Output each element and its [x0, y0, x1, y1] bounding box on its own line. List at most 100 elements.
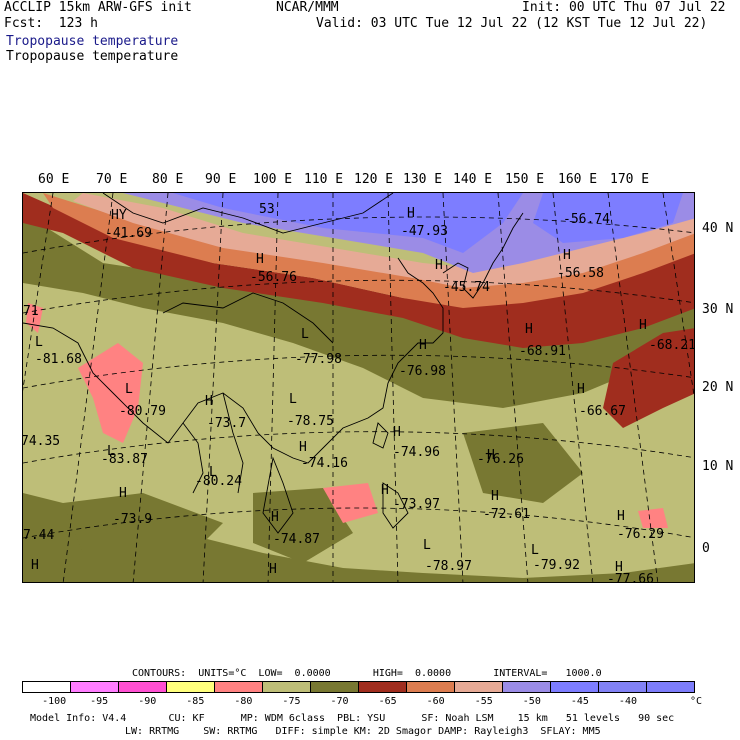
- lat-line-50: [23, 216, 694, 254]
- legend-tick-label: -85: [186, 696, 205, 707]
- pressure-center-label: H: [577, 382, 585, 397]
- field-blue-core: [173, 193, 523, 253]
- temperature-value-label: -66.67: [579, 404, 626, 419]
- valid-time: Valid: 03 UTC Tue 12 Jul 22 (12 KST Tue …: [316, 16, 708, 31]
- legend-unit: °C: [690, 696, 703, 707]
- legend-swatch: [503, 682, 551, 692]
- temperature-value-label: -83.87: [101, 452, 148, 467]
- temperature-value-label: -76.29: [617, 527, 664, 542]
- pressure-center-label: H: [299, 440, 307, 455]
- pressure-center-label: H: [119, 486, 127, 501]
- legend-tick-label: -75: [282, 696, 301, 707]
- temperature-value-label: -45.74: [443, 280, 490, 295]
- legend-swatch: [455, 682, 503, 692]
- field-title-black: Tropopause temperature: [6, 49, 179, 64]
- pressure-center-label: L: [107, 444, 115, 459]
- pressure-center-label: L: [423, 538, 431, 553]
- legend-swatch: [599, 682, 647, 692]
- legend-tick-label: -40: [618, 696, 637, 707]
- pressure-center-label: H: [269, 562, 277, 577]
- legend-swatch: [71, 682, 119, 692]
- temperature-value-label: -77.98: [295, 352, 342, 367]
- temperature-value-label: -68.21: [649, 338, 695, 353]
- field-red-patch: [603, 328, 694, 428]
- temperature-value-label: -68.91: [519, 344, 566, 359]
- temperature-value-label: -56.76: [250, 270, 297, 285]
- physics-info: LW: RRTMG SW: RRTMG DIFF: simple KM: 2D …: [125, 726, 601, 737]
- init-time: Init: 00 UTC Thu 07 Jul 22: [522, 0, 726, 15]
- temperature-value-label: -74.96: [393, 445, 440, 460]
- graticule: [23, 193, 694, 582]
- pressure-center-label: H: [256, 252, 264, 267]
- pressure-center-label: H: [525, 322, 533, 337]
- field-title-blue: Tropopause temperature: [6, 34, 179, 49]
- temperature-value-label: -77.66: [607, 572, 654, 583]
- lat-label: 20 N: [702, 380, 734, 395]
- pressure-center-label: H: [31, 558, 39, 573]
- legend-swatch: [119, 682, 167, 692]
- temperature-value-label: -79.92: [533, 558, 580, 573]
- lat-line-20: [23, 431, 694, 464]
- temperature-value-label: -41.69: [105, 226, 152, 241]
- pressure-center-label: H: [617, 509, 625, 524]
- color-legend: [22, 681, 695, 693]
- model-title: ACCLIP 15km ARW-GFS init: [4, 0, 192, 15]
- temperature-value-label: 74.35: [23, 434, 60, 449]
- pressure-center-label: L: [301, 327, 309, 342]
- pressure-center-label: H: [407, 206, 415, 221]
- pressure-center-label: H: [435, 258, 443, 273]
- lon-label: 170 E: [610, 172, 650, 187]
- temperature-value-label: -72.61: [483, 507, 530, 522]
- temperature-value-label: -78.75: [287, 414, 334, 429]
- lon-label: 120 E: [354, 172, 394, 187]
- legend-swatch: [647, 682, 694, 692]
- legend-tick-label: -70: [330, 696, 349, 707]
- pressure-center-label: H: [205, 394, 213, 409]
- legend-tick-label: -95: [90, 696, 109, 707]
- legend-swatch: [263, 682, 311, 692]
- field-blue-core: [533, 193, 683, 243]
- temperature-value-label: -74.87: [273, 532, 320, 547]
- forecast-hour: Fcst: 123 h: [4, 16, 98, 31]
- pressure-center-label: H: [271, 510, 279, 525]
- field-olive-patch: [253, 488, 353, 563]
- lat-label: 30 N: [702, 302, 734, 317]
- lon-label: 60 E: [38, 172, 70, 187]
- field-olive-band: [23, 213, 694, 408]
- temperature-value-label: -74.16: [301, 456, 348, 471]
- field-pink-band: [73, 193, 694, 288]
- field-olive-south: [23, 493, 694, 582]
- pressure-center-label: L: [289, 392, 297, 407]
- temperature-value-label: -56.58: [557, 266, 604, 281]
- temperature-value-label: -76.26: [477, 452, 524, 467]
- model-info: Model Info: V4.4 CU: KF MP: WDM 6class P…: [30, 713, 675, 724]
- lon-label: 150 E: [505, 172, 545, 187]
- lon-label: 140 E: [453, 172, 493, 187]
- lon-label: 130 E: [403, 172, 443, 187]
- temperature-value-label: -73.97: [393, 497, 440, 512]
- pressure-center-label: H: [563, 248, 571, 263]
- contours-info: CONTOURS: UNITS=°C LOW= 0.0000 HIGH= 0.0…: [132, 668, 602, 679]
- temperature-value-label: -81.68: [35, 352, 82, 367]
- legend-tick-label: -50: [522, 696, 541, 707]
- pressure-center-label: L: [209, 465, 217, 480]
- lat-label: 40 N: [702, 221, 734, 236]
- legend-swatch: [551, 682, 599, 692]
- field-olive-patch: [463, 423, 583, 503]
- lon-label: 70 E: [96, 172, 128, 187]
- pressure-center-label: HY: [111, 208, 127, 223]
- lat-line-30: [23, 354, 694, 389]
- temperature-value-label: -47.93: [401, 224, 448, 239]
- temperature-value-label: 53: [259, 202, 275, 217]
- field-salmon-patch: [323, 483, 378, 523]
- temperature-value-label: -73.9: [113, 512, 152, 527]
- lon-label: 110 E: [304, 172, 344, 187]
- temperature-value-label: -73.7: [207, 416, 246, 431]
- pressure-center-label: L: [531, 543, 539, 558]
- field-salmon-patch: [638, 508, 668, 528]
- field-olive-patch: [63, 493, 223, 563]
- legend-swatch: [407, 682, 455, 692]
- legend-tick-label: -100: [42, 696, 67, 707]
- legend-swatch: [215, 682, 263, 692]
